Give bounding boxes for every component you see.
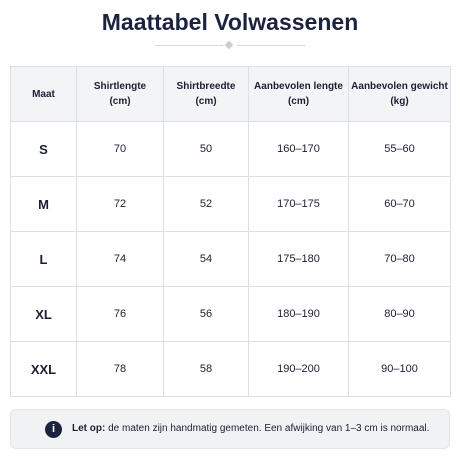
value-cell: 72: [76, 176, 164, 232]
value-cell: 76: [76, 286, 164, 342]
note-label: Let op:: [72, 423, 106, 434]
value-cell: 180–190: [248, 286, 349, 342]
column-unit: (cm): [109, 96, 131, 107]
size-cell: XXL: [10, 341, 77, 397]
table-row: XL 76 56 180–190 80–90: [10, 286, 451, 342]
note: i Let op: de maten zijn handmatig gemete…: [10, 409, 450, 449]
column-label: Maat: [32, 88, 55, 100]
table-row: M 72 52 170–175 60–70: [10, 176, 451, 232]
column-header: Maat: [10, 66, 77, 122]
value-cell: 74: [76, 231, 164, 287]
value-cell: 50: [163, 121, 249, 177]
column-header: Aanbevolen lengte (cm): [248, 66, 349, 122]
size-cell: M: [10, 176, 77, 232]
value-cell: 70: [76, 121, 164, 177]
note-text: Let op: de maten zijn handmatig gemeten.…: [72, 423, 429, 434]
info-icon: i: [45, 421, 62, 438]
value-cell: 55–60: [348, 121, 451, 177]
column-unit: (cm): [287, 96, 310, 107]
header-row: Maat Shirtlengte (cm) Shirtbreedte (cm) Aanbe…: [10, 66, 451, 122]
value-cell: 54: [163, 231, 249, 287]
column-header: Aanbevolen gewicht (kg): [348, 66, 451, 122]
column-header: Shirtlengte (cm): [76, 66, 164, 122]
value-cell: 80–90: [348, 286, 451, 342]
table-row: L 74 54 175–180 70–80: [10, 231, 451, 287]
column-header: Shirtbreedte (cm): [163, 66, 249, 122]
table-body: S 70 50 160–170 55–60 M 72 52 170–175 60–70 L 74 54 1…: [10, 121, 451, 397]
size-cell: L: [10, 231, 77, 287]
column-label: Aanbevolen gewicht: [351, 81, 448, 92]
column-label: Aanbevolen lengte: [254, 81, 343, 92]
value-cell: 175–180: [248, 231, 349, 287]
value-cell: 90–100: [348, 341, 451, 397]
column-unit: (cm): [195, 96, 217, 107]
column-unit: (kg): [390, 96, 409, 107]
divider: [155, 40, 305, 50]
value-cell: 52: [163, 176, 249, 232]
size-cell: XL: [10, 286, 77, 342]
value-cell: 58: [163, 341, 249, 397]
column-label: Shirtbreedte: [176, 81, 236, 92]
value-cell: 60–70: [348, 176, 451, 232]
column-label: Shirtlengte: [93, 81, 147, 92]
value-cell: 190–200: [248, 341, 349, 397]
size-cell: S: [10, 121, 77, 177]
value-cell: 170–175: [248, 176, 349, 232]
table-row: S 70 50 160–170 55–60: [10, 121, 451, 177]
value-cell: 56: [163, 286, 249, 342]
title: Maattabel Volwassenen: [101, 9, 359, 35]
value-cell: 78: [76, 341, 164, 397]
size-table: Maat Shirtlengte (cm) Shirtbreedte (cm) Aanbe…: [10, 66, 451, 397]
note-body: de maten zijn handmatig gemeten. Een afw…: [108, 423, 430, 434]
value-cell: 160–170: [248, 121, 349, 177]
value-cell: 70–80: [348, 231, 451, 287]
table-row: XXL 78 58 190–200 90–100: [10, 341, 451, 397]
